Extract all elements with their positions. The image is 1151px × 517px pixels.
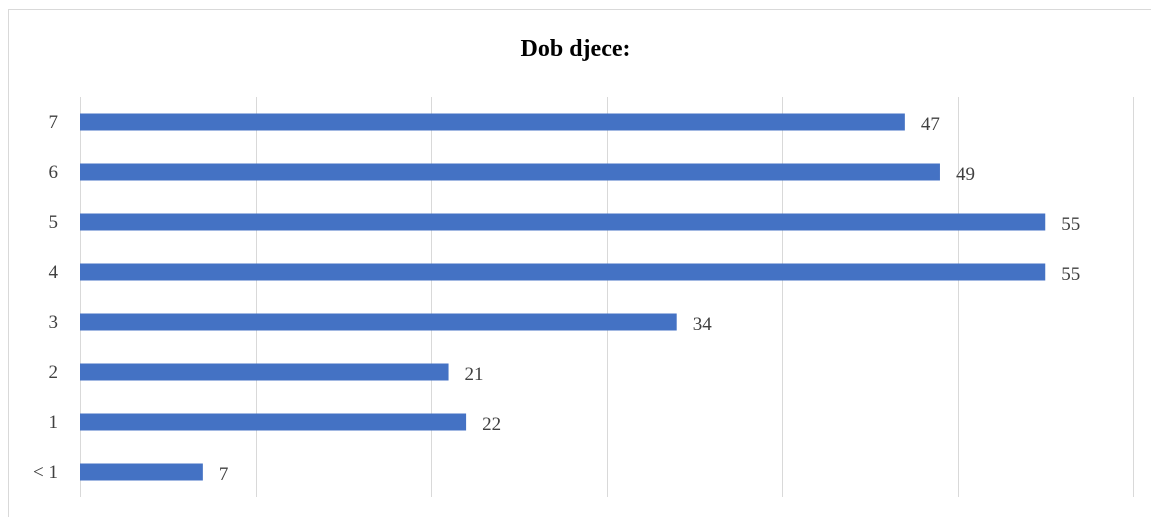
data-label: 47 [921,114,940,135]
bar [80,213,1046,231]
data-label: 55 [1061,264,1080,285]
data-label: 7 [219,464,229,485]
category-label: 5 [49,212,59,233]
chart-area [8,9,1151,517]
bar [80,463,203,481]
bar [80,413,467,431]
bar [80,113,905,131]
category-label: 7 [49,112,59,133]
bar [80,263,1046,281]
bar [80,313,677,331]
bar [80,163,940,181]
category-label: < 1 [33,462,58,483]
data-label: 34 [693,314,713,335]
bar [80,363,449,381]
chart-title: Dob djece: [520,36,631,62]
data-label: 55 [1061,214,1080,235]
category-label: 6 [49,162,59,183]
data-label: 49 [956,164,975,185]
category-label: 1 [49,412,59,433]
category-label: 2 [49,362,59,383]
category-label: 4 [49,262,59,283]
category-label: 3 [49,312,59,333]
data-label: 22 [482,414,501,435]
data-label: 21 [465,364,484,385]
